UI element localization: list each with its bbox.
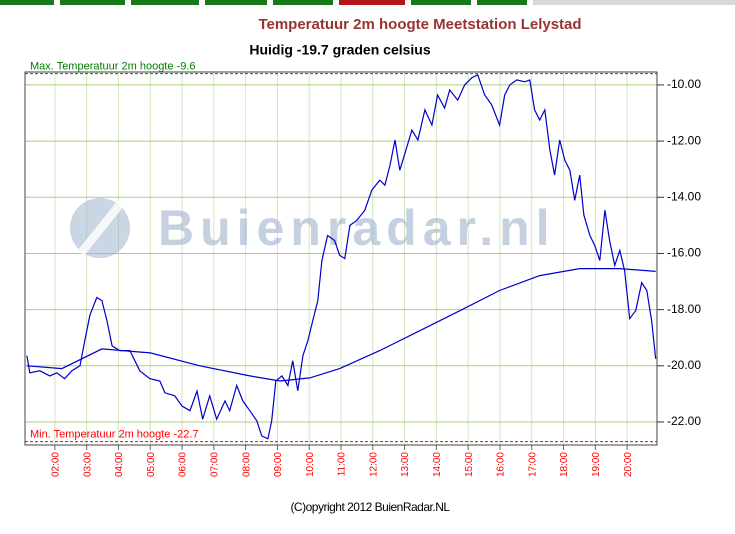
copyright: (C)opyright 2012 BuienRadar.NL [290, 500, 450, 514]
x-tick-label: 04:00 [114, 452, 125, 477]
watermark: Buienradar.nl [158, 200, 556, 256]
tab [205, 0, 267, 5]
tab [131, 0, 199, 5]
y-tick-label: -14.00 [667, 189, 701, 203]
y-tick-label: -16.00 [667, 246, 701, 260]
series-line [26, 268, 656, 382]
tab [60, 0, 125, 5]
chart-subtitle: Huidig -19.7 graden celsius [249, 42, 430, 58]
x-tick-label: 20:00 [623, 452, 634, 477]
x-tick-label: 06:00 [178, 452, 189, 477]
annotation: Max. Temperatuur 2m hoogte -9.6 [30, 61, 196, 73]
tab [0, 0, 54, 5]
watermark-logo-stripe [78, 200, 124, 256]
x-tick-label: 07:00 [209, 452, 220, 477]
tab [273, 0, 333, 5]
x-tick-label: 03:00 [82, 452, 93, 477]
x-tick-label: 02:00 [51, 452, 62, 477]
x-tick-label: 08:00 [241, 452, 252, 477]
x-tick-label: 13:00 [400, 452, 411, 477]
x-tick-label: 16:00 [496, 452, 507, 477]
x-tick-label: 15:00 [464, 452, 475, 477]
plot-background: Buienradar.nl [70, 198, 556, 258]
x-tick-label: 11:00 [337, 452, 348, 477]
y-tick-label: -18.00 [667, 302, 701, 316]
y-tick-label: -10.00 [667, 77, 701, 91]
series-line [26, 73, 657, 440]
x-tick-label: 09:00 [273, 452, 284, 477]
x-tick-label: 10:00 [305, 452, 316, 477]
chart-title: Temperatuur 2m hoogte Meetstation Lelyst… [258, 16, 581, 33]
plot-frame [24, 71, 658, 446]
x-tick-label: 05:00 [146, 452, 157, 477]
annotation: Min. Temperatuur 2m hoogte -22.7 [30, 429, 199, 441]
x-tick-label: 18:00 [559, 452, 570, 477]
tab [339, 0, 405, 5]
y-tick-label: -20.00 [667, 358, 701, 372]
tab [533, 0, 735, 5]
x-tick-label: 19:00 [591, 452, 602, 477]
tab [411, 0, 471, 5]
x-tick-label: 14:00 [432, 452, 443, 477]
y-tick-label: -12.00 [667, 133, 701, 147]
y-tick-label: -22.00 [667, 414, 701, 428]
tab [477, 0, 527, 5]
top-tabs [0, 0, 735, 5]
x-tick-label: 12:00 [368, 452, 379, 477]
x-tick-label: 17:00 [527, 452, 538, 477]
